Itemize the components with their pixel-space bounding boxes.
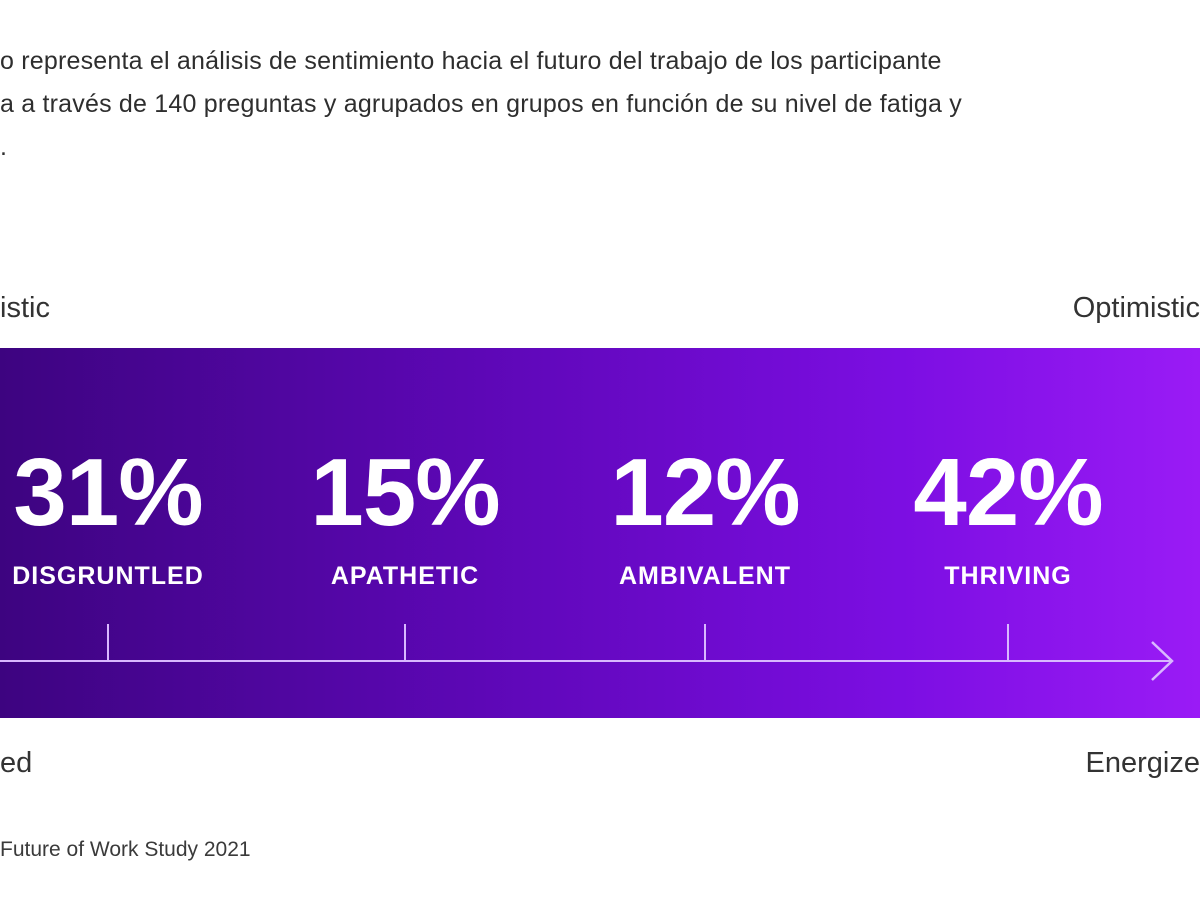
data-label: 12%: [610, 439, 800, 546]
category-ambivalent: 12% AMBIVALENT: [555, 438, 855, 596]
category-disgruntled: 31% DISGRUNTLED: [0, 438, 258, 596]
axis-label-bottom-right: Energize: [1085, 747, 1200, 779]
category-thriving: 42% THRIVING: [858, 438, 1158, 596]
category-label: THRIVING: [944, 562, 1072, 590]
category-apathetic: 15% APATHETIC: [255, 438, 555, 596]
data-label: 15%: [310, 439, 500, 546]
intro-line-2: a a través de 140 preguntas y agrupados …: [0, 90, 962, 118]
axis-label-top-right: Optimistic: [1072, 292, 1200, 324]
category-label: DISGRUNTLED: [12, 562, 204, 590]
data-label: 42%: [913, 439, 1103, 546]
category-label: APATHETIC: [330, 562, 480, 590]
source-note: Future of Work Study 2021: [0, 838, 251, 861]
axis-arrow-icon: [1151, 641, 1174, 681]
intro-line-1: o representa el análisis de sentimiento …: [0, 47, 942, 75]
axis-label-bottom-left: ed: [0, 747, 33, 779]
axis-svg: [0, 624, 1174, 681]
sentiment-band: 31% DISGRUNTLED 15% APATHETIC 12% AMBIVALENT 4…: [0, 348, 1200, 718]
data-label: 31%: [13, 439, 203, 546]
intro-line-3: .: [0, 133, 8, 161]
intro-text: o representa el análisis de sentimiento …: [0, 40, 1200, 169]
category-label: AMBIVALENT: [618, 562, 792, 590]
axis-label-top-left: istic: [0, 292, 50, 324]
